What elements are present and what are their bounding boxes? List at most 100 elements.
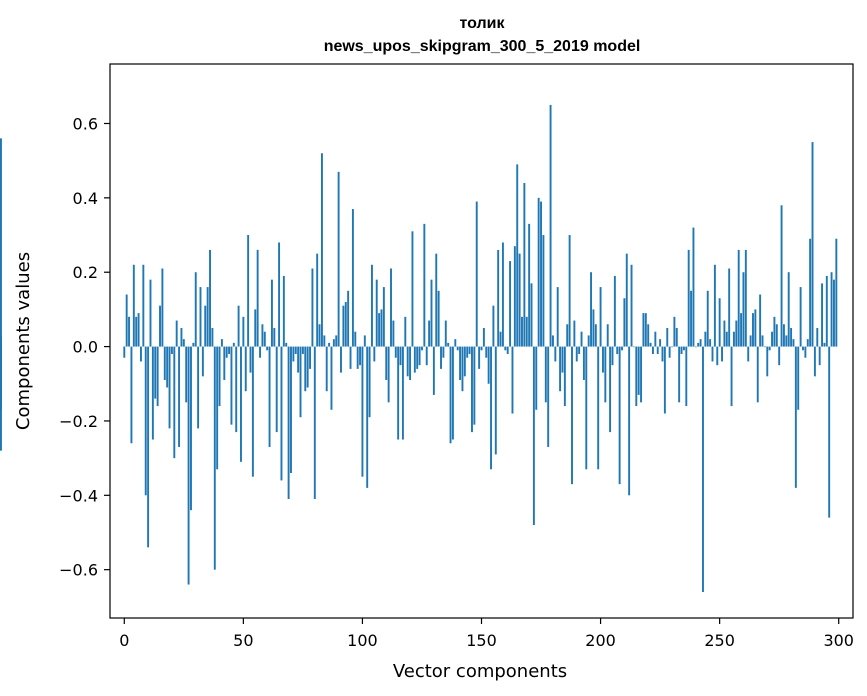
- bar: [621, 346, 623, 351]
- bar: [768, 346, 771, 351]
- bar: [513, 246, 516, 347]
- bar: [725, 331, 728, 347]
- bar: [225, 346, 228, 358]
- bar: [366, 346, 369, 488]
- bar: [747, 346, 750, 362]
- bar: [692, 227, 695, 347]
- bar: [666, 327, 669, 347]
- bar: [582, 346, 585, 381]
- bar: [232, 342, 235, 347]
- bar: [590, 272, 592, 347]
- bar: [625, 253, 628, 347]
- bar: [423, 223, 426, 347]
- bar: [749, 335, 752, 347]
- bar: [561, 346, 564, 373]
- bar: [159, 305, 161, 347]
- bar: [732, 331, 735, 347]
- bar: [140, 346, 142, 362]
- bar: [521, 316, 523, 347]
- bar: [301, 346, 304, 355]
- bar: [766, 346, 769, 377]
- bar: [240, 346, 242, 462]
- bar: [690, 290, 693, 347]
- bar: [268, 346, 271, 447]
- bar: [694, 346, 697, 348]
- bar: [287, 346, 290, 500]
- bar: [413, 346, 416, 373]
- bar: [537, 197, 540, 347]
- bar: [204, 305, 207, 347]
- bar: [580, 331, 583, 347]
- bar: [632, 346, 635, 348]
- bar: [399, 346, 402, 366]
- bar: [354, 331, 357, 347]
- bar: [137, 313, 140, 347]
- bar: [649, 342, 652, 347]
- bar: [170, 346, 173, 355]
- bar: [652, 346, 654, 355]
- bar: [699, 339, 702, 347]
- bar: [368, 346, 371, 418]
- bar: [275, 346, 278, 433]
- bar: [142, 264, 145, 347]
- bar: [516, 164, 519, 347]
- bar: [430, 279, 433, 347]
- bar-series: [0, 104, 838, 592]
- bar: [471, 346, 473, 433]
- bar: [380, 309, 383, 347]
- bar: [735, 320, 738, 347]
- bar: [147, 346, 150, 548]
- bar: [316, 253, 319, 347]
- bar: [223, 346, 226, 381]
- bar: [830, 272, 833, 347]
- bar: [554, 346, 557, 362]
- bar: [828, 346, 831, 518]
- bar: [528, 223, 531, 347]
- bar: [499, 331, 502, 347]
- bar: [742, 272, 745, 347]
- bar: [680, 346, 683, 355]
- x-tick-label: 200: [585, 631, 616, 650]
- bar: [675, 327, 678, 347]
- bar: [606, 324, 609, 347]
- bar: [490, 346, 492, 470]
- bar: [454, 339, 457, 347]
- bar: [309, 346, 311, 369]
- y-tick-label: 0.4: [73, 189, 98, 208]
- x-axis-ticks: 0 50 100 150 200 250 300: [119, 618, 854, 650]
- x-tick-label: 50: [233, 631, 253, 650]
- x-axis-label: Vector components: [393, 661, 567, 682]
- bar: [723, 320, 726, 347]
- bar: [599, 287, 602, 347]
- bar: [480, 346, 483, 351]
- bar: [613, 275, 616, 347]
- bar: [547, 346, 550, 447]
- bar: [247, 235, 250, 347]
- bar: [371, 264, 373, 347]
- bar: [156, 346, 159, 407]
- bar: [151, 346, 154, 440]
- bar: [130, 346, 133, 444]
- bar: [509, 261, 512, 347]
- x-tick-label: 150: [466, 631, 497, 650]
- bar: [802, 346, 804, 351]
- bar: [447, 342, 450, 347]
- bar: [178, 346, 181, 447]
- bar: [568, 235, 571, 347]
- bar: [604, 346, 607, 403]
- bar: [763, 346, 766, 348]
- y-tick-label: −0.2: [59, 412, 98, 431]
- bar: [335, 335, 338, 347]
- bar: [304, 346, 307, 392]
- bar: [437, 290, 440, 347]
- bar: [635, 346, 638, 407]
- bar: [261, 324, 264, 347]
- bar: [671, 346, 673, 348]
- bar: [428, 320, 431, 347]
- bar: [485, 346, 488, 358]
- bar: [421, 346, 423, 351]
- bar: [475, 201, 478, 347]
- bar: [392, 320, 395, 347]
- bar: [501, 242, 504, 347]
- bar: [482, 327, 485, 347]
